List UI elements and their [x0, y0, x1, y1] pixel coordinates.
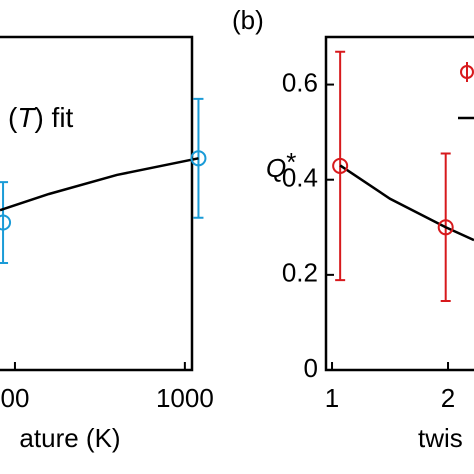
fit-line [339, 164, 474, 242]
legend-text-part: ( [8, 102, 18, 133]
x-tick-label: 2 [441, 383, 455, 413]
legend-text-part: T [17, 102, 36, 133]
y-tick-label: 0 [304, 353, 318, 383]
y-tick-label: 0.6 [282, 67, 318, 97]
legend-b [458, 62, 474, 120]
data-point [437, 219, 454, 236]
error-bar [193, 97, 204, 219]
axes-frame-a [0, 35, 194, 372]
x-tick-label: 1000 [156, 383, 214, 413]
axes-frame-b [324, 35, 474, 372]
x-axis-label: ature (K) [19, 423, 120, 453]
x-tick-label: 1 [325, 383, 339, 413]
data-point [0, 214, 12, 231]
legend-text-part: ) fit [34, 102, 73, 133]
x-tick-label: 00 [0, 383, 29, 413]
legend-marker [460, 65, 474, 79]
y-tick-label: 0.4 [282, 163, 318, 193]
fit-line [0, 157, 199, 212]
data-point [332, 157, 349, 174]
data-point [190, 150, 207, 167]
y-tick-label: 0.2 [282, 258, 318, 288]
x-axis-label: twis [418, 423, 463, 453]
legend-text: (T) fit [8, 102, 74, 133]
y-axis-label: Q* [266, 147, 296, 183]
panel-label: (b) [232, 5, 264, 35]
y-axis-label-part: * [286, 147, 296, 177]
error-bar [0, 181, 9, 264]
y-axis-label-part: Q [266, 153, 286, 183]
